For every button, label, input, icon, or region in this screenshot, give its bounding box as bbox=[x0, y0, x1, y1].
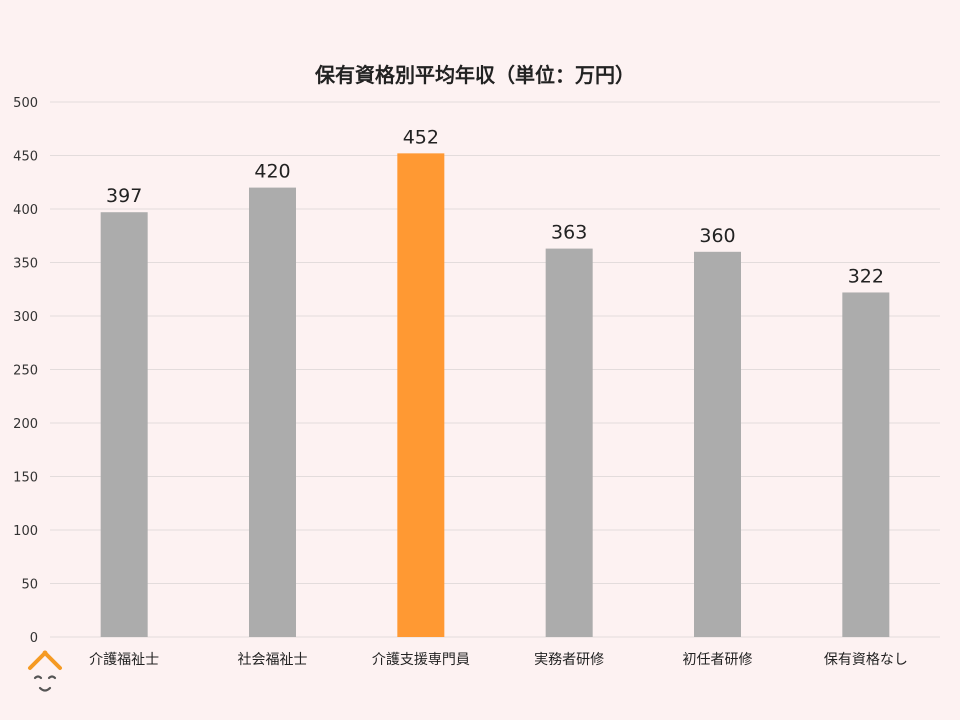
y-tick-label: 50 bbox=[21, 578, 38, 593]
bar bbox=[397, 153, 445, 638]
bar bbox=[545, 248, 593, 637]
data-label: 452 bbox=[403, 126, 439, 148]
y-tick-label: 200 bbox=[13, 417, 38, 432]
data-label: 397 bbox=[106, 185, 142, 207]
data-labels: 397 420 452 363 360 322 bbox=[106, 126, 884, 287]
x-tick-label: 介護支援専門員 bbox=[372, 652, 470, 668]
gridlines bbox=[50, 101, 940, 638]
chart-title: 保有資格別平均年収（単位：万円） bbox=[314, 63, 635, 87]
y-tick-label: 400 bbox=[13, 203, 38, 218]
x-tick-label: 保有資格なし bbox=[824, 652, 908, 668]
y-tick-label: 250 bbox=[13, 364, 38, 379]
bar bbox=[249, 187, 296, 637]
x-tick-label: 介護福祉士 bbox=[89, 652, 159, 668]
y-tick-label: 100 bbox=[13, 524, 38, 539]
data-label: 363 bbox=[551, 222, 587, 244]
bar bbox=[100, 212, 148, 637]
x-axis-ticks: 介護福祉士 社会福祉士 介護支援専門員 実務者研修 初任者研修 保有資格なし bbox=[89, 651, 908, 668]
y-tick-label: 350 bbox=[13, 257, 38, 272]
data-label: 420 bbox=[254, 161, 290, 183]
y-tick-label: 450 bbox=[13, 150, 38, 165]
data-label: 322 bbox=[848, 265, 884, 287]
bar bbox=[842, 292, 890, 637]
y-tick-label: 300 bbox=[13, 310, 38, 325]
person-face-icon bbox=[28, 650, 62, 692]
y-tick-label: 500 bbox=[13, 96, 38, 111]
y-axis-ticks: 0 50 100 150 200 250 300 350 400 450 500 bbox=[13, 96, 38, 646]
data-label: 360 bbox=[699, 225, 735, 247]
bar bbox=[694, 251, 741, 638]
x-tick-label: 社会福祉士 bbox=[238, 652, 308, 668]
y-tick-label: 0 bbox=[30, 631, 38, 646]
x-tick-label: 実務者研修 bbox=[534, 652, 604, 668]
y-tick-label: 150 bbox=[13, 471, 38, 486]
x-tick-label: 初任者研修 bbox=[683, 651, 753, 668]
bars bbox=[100, 153, 890, 638]
